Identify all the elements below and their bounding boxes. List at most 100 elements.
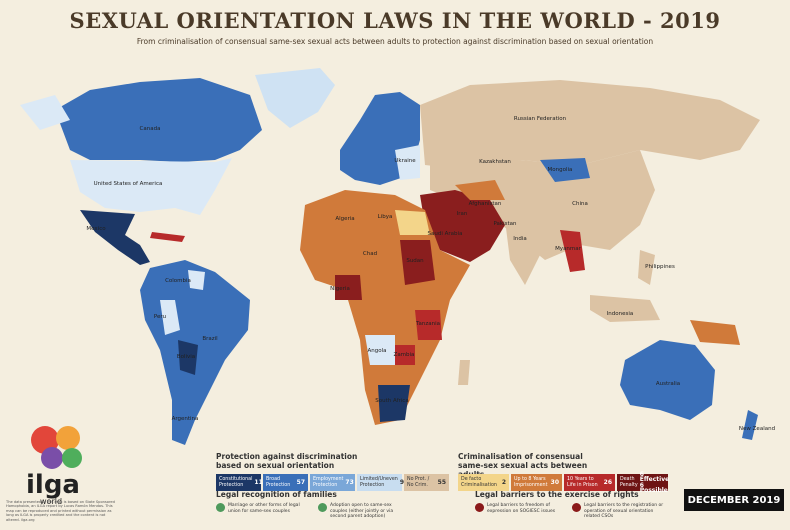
country-label: Kazakhstan <box>479 159 511 165</box>
country-label: Mexico <box>86 226 106 232</box>
legend-count: 30 <box>550 478 559 486</box>
country-label: Nigeria <box>330 286 350 292</box>
legend-label: 10 Years to Life in Prison <box>567 477 598 488</box>
country-label: Iran <box>457 211 468 217</box>
country-label: Saudi Arabia <box>428 231 463 237</box>
logo-blob <box>62 448 82 468</box>
legend-count: 9 <box>399 478 405 486</box>
legend-label: Broad Protection <box>266 477 291 488</box>
sudan <box>400 240 435 285</box>
country-label: India <box>513 236 527 242</box>
legend-title: Protection against discrimination based … <box>216 452 358 470</box>
russia <box>420 80 760 170</box>
new-zealand <box>742 410 758 440</box>
country-label: Pakistan <box>493 221 517 227</box>
country-labels: Canada United States of America Mexico Colo… <box>86 116 775 432</box>
egypt <box>395 210 430 235</box>
mexico <box>80 210 150 265</box>
legend-box: Limited/Uneven Protection 9 <box>357 474 405 491</box>
legend-box: Broad Protection 57 <box>263 474 308 491</box>
country-label: Russian Federation <box>514 116 567 122</box>
country-label: Tanzania <box>415 321 440 327</box>
legend-count: 2 <box>501 478 506 486</box>
logo: ilga <box>26 470 80 500</box>
country-label: Afghanistan <box>469 201 502 207</box>
legend-count: 26 <box>603 478 612 486</box>
country-label: Sudan <box>406 258 424 264</box>
country-label: China <box>572 201 588 207</box>
logo-sub: world <box>40 497 63 506</box>
middle-east <box>420 190 505 262</box>
country-label: Brazil <box>202 336 218 342</box>
bolivia <box>178 340 198 375</box>
legend-item: Adoption open to same-sex couples (eithe… <box>318 503 410 520</box>
png <box>690 320 740 345</box>
logo-blob <box>41 447 63 469</box>
legend-label: Up to 8 Years Imprisonment <box>514 477 548 488</box>
angola <box>365 335 395 365</box>
alaska <box>20 95 70 130</box>
country-label: Myanmar <box>555 246 582 252</box>
greenland <box>255 68 335 128</box>
philippines <box>638 250 655 285</box>
legend-label: Death Penalty <box>620 477 638 488</box>
eastern-europe <box>395 145 420 180</box>
logo-blob <box>56 426 80 450</box>
legend-label: Constitutional Protection <box>219 477 253 488</box>
legend-count: 11 <box>254 478 263 486</box>
country-label: Zambia <box>394 352 415 358</box>
legend-item: Legal barriers to freedom of expression … <box>475 503 567 514</box>
nigeria <box>335 275 362 300</box>
legend-box: Up to 8 Years Imprisonment 30 <box>511 474 562 491</box>
usa <box>70 158 232 215</box>
legend-count: 55 <box>437 478 446 486</box>
country-label: Philippines <box>645 264 675 270</box>
madagascar <box>458 360 470 385</box>
myanmar <box>560 230 585 272</box>
legend-count: 57 <box>296 478 305 486</box>
indonesia <box>590 295 660 322</box>
mongolia <box>540 158 590 182</box>
zambia <box>395 345 415 365</box>
legend-box: Employment Protection 73 <box>310 474 355 491</box>
legend-box: No Prot. / No Crim. 55 <box>404 474 449 491</box>
country-label: Mongolia <box>548 167 573 173</box>
country-label: South Africa <box>375 398 408 404</box>
south-africa <box>378 385 410 422</box>
india <box>505 220 545 285</box>
asia <box>430 150 655 260</box>
subtitle: From criminalisation of consensual same-… <box>136 37 654 46</box>
legend-box: De facto Criminalisation 2 <box>458 474 509 491</box>
country-label: New Zealand <box>739 426 775 432</box>
country-label: Chad <box>363 251 377 257</box>
country-label: Algeria <box>335 216 354 222</box>
country-label: Canada <box>140 126 161 132</box>
country-label: Libya <box>378 214 393 220</box>
legend-box: Death Penalty 6 Effective 6 Possible <box>617 470 670 494</box>
legend-item: Legal barriers to the registration or op… <box>572 503 664 520</box>
country-label: Bolivia <box>177 354 195 360</box>
caribbean <box>150 232 185 242</box>
legend-title: Legal recognition of families <box>216 490 337 499</box>
legend-count: 6 Effective 6 Possible <box>639 470 670 494</box>
legend-count: 73 <box>345 478 354 486</box>
legend-label: No Prot. / No Crim. <box>407 477 430 488</box>
legend-label: Limited/Uneven Protection <box>360 477 398 488</box>
country-label: Ukraine <box>394 158 416 164</box>
country-label: Colombia <box>165 278 191 284</box>
peru <box>160 300 180 335</box>
tanzania <box>415 310 442 340</box>
title: SEXUAL ORIENTATION LAWS IN THE WORLD - 2… <box>69 8 721 33</box>
country-label: Indonesia <box>607 311 634 317</box>
country-label: Argentina <box>172 416 199 422</box>
legend-label: Employment Protection <box>313 477 344 488</box>
country-label: Peru <box>154 314 166 320</box>
country-label: Angola <box>367 348 386 354</box>
date-badge: DECEMBER 2019 <box>684 489 784 511</box>
legend-box: 10 Years to Life in Prison 26 <box>564 474 615 491</box>
central-asia-south <box>455 180 505 200</box>
legend-item: Marriage or other forms of legal union f… <box>216 503 308 514</box>
legend-box: Constitutional Protection 11 <box>216 474 263 491</box>
